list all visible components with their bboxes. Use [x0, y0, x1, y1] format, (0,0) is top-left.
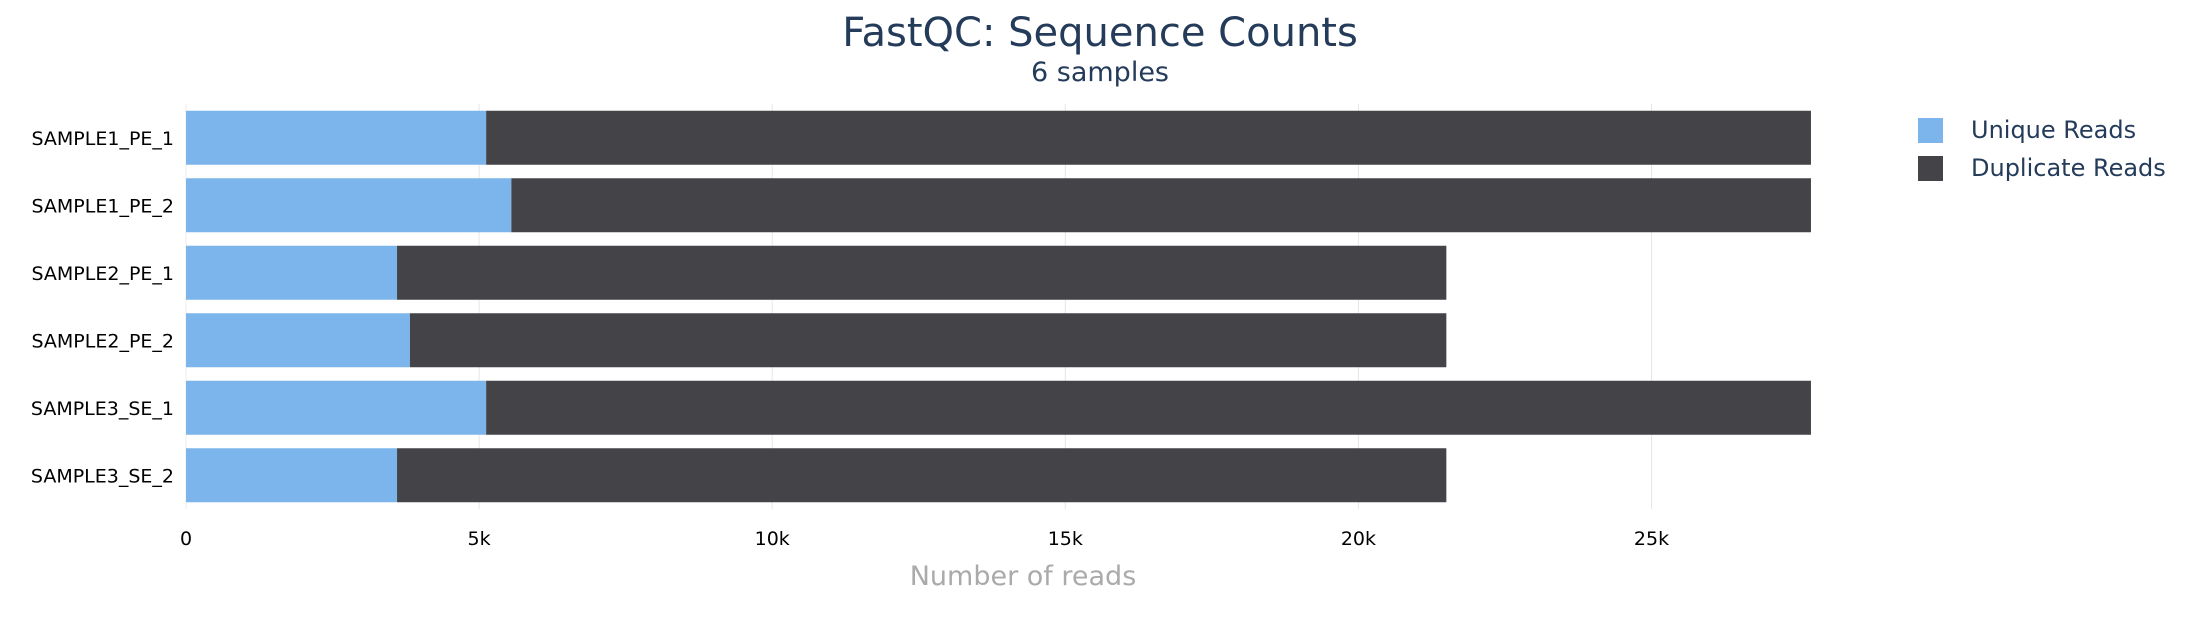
bar-unique-reads-sample3-se-1	[186, 380, 487, 435]
x-tick-label: 10k	[755, 528, 790, 550]
legend-item-duplicate-reads[interactable]: Duplicate Reads	[1918, 154, 2166, 182]
x-axis-label: Number of reads	[910, 561, 1137, 592]
bar-duplicate-reads-sample1-pe-1	[486, 110, 1811, 165]
legend-label-duplicate-reads: Duplicate Reads	[1971, 154, 2166, 182]
bar-unique-reads-sample2-pe-2	[186, 313, 410, 368]
chart-subtitle: 6 samples	[1031, 57, 1169, 88]
bar-unique-reads-sample1-pe-1	[186, 110, 487, 165]
x-tick-label: 25k	[1634, 528, 1669, 550]
legend-swatch-unique-reads	[1918, 117, 1943, 143]
bar-duplicate-reads-sample3-se-2	[397, 448, 1447, 503]
x-tick-label: 20k	[1341, 528, 1376, 550]
x-tick-label: 15k	[1048, 528, 1083, 550]
chart-title: FastQC: Sequence Counts	[842, 10, 1358, 56]
bar-duplicate-reads-sample2-pe-2	[409, 313, 1447, 368]
y-tick-label: SAMPLE1_PE_2	[32, 195, 175, 217]
x-tick-label: 5k	[468, 528, 491, 550]
y-tick-label: SAMPLE1_PE_1	[32, 128, 175, 150]
legend-swatch-duplicate-reads	[1918, 155, 1943, 181]
legend-label-unique-reads: Unique Reads	[1971, 116, 2137, 144]
y-tick-label: SAMPLE3_SE_2	[31, 465, 174, 487]
bar-unique-reads-sample3-se-2	[186, 448, 398, 503]
y-tick-label: SAMPLE2_PE_1	[32, 263, 175, 285]
bar-duplicate-reads-sample1-pe-2	[511, 178, 1811, 233]
legend-item-unique-reads[interactable]: Unique Reads	[1918, 116, 2136, 144]
y-tick-label: SAMPLE2_PE_2	[32, 330, 175, 352]
x-tick-label: 0	[180, 528, 192, 550]
bar-duplicate-reads-sample2-pe-1	[397, 245, 1447, 300]
y-tick-label: SAMPLE3_SE_1	[31, 398, 174, 420]
bar-duplicate-reads-sample3-se-1	[486, 380, 1811, 435]
bar-unique-reads-sample2-pe-1	[186, 245, 398, 300]
bar-unique-reads-sample1-pe-2	[186, 178, 512, 233]
